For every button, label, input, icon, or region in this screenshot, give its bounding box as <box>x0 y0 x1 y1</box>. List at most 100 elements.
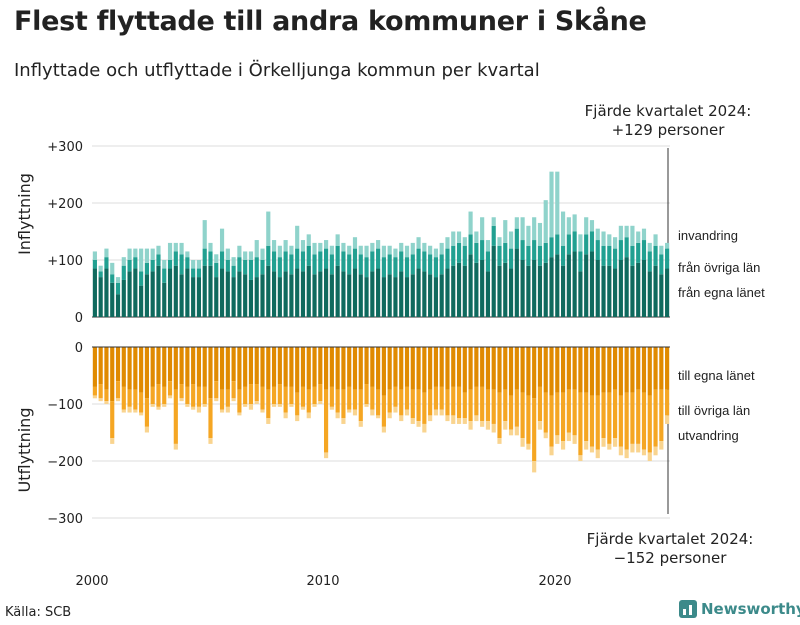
bar-out-s0-q26 <box>243 347 248 387</box>
bar-in-s2-q46 <box>358 245 363 255</box>
bar-out-s2-q90 <box>613 438 618 447</box>
bar-in-s0-q59 <box>433 277 438 317</box>
bar-out-s2-q37 <box>306 412 311 419</box>
bar-out-s1-q11 <box>156 384 161 407</box>
bar-in-s1-q31 <box>271 251 277 272</box>
bar-in-s1-q33 <box>283 251 288 272</box>
bar-out-s1-q53 <box>399 389 404 416</box>
bar-out-s2-q26 <box>243 404 248 407</box>
ytick-out-0: 0 <box>75 341 83 356</box>
bar-out-s0-q42 <box>335 347 340 390</box>
bar-in-s2-q97 <box>653 234 658 246</box>
bar-out-s1-q29 <box>260 386 265 410</box>
bar-out-s0-q52 <box>393 347 398 387</box>
bar-in-s0-q38 <box>312 274 317 317</box>
bar-out-s2-q84 <box>578 455 583 461</box>
bar-out-s0-q7 <box>133 347 138 390</box>
bar-out-s1-q90 <box>613 389 618 439</box>
bar-in-s2-q15 <box>179 242 184 255</box>
bar-out-s2-q49 <box>376 415 381 419</box>
bar-in-s0-q74 <box>520 260 525 317</box>
bar-out-s2-q6 <box>127 406 132 413</box>
bar-in-s0-q25 <box>237 271 242 317</box>
bar-in-s0-q31 <box>271 271 277 317</box>
bar-in-s0-q92 <box>624 257 629 317</box>
bar-in-s0-q90 <box>613 268 618 317</box>
bar-out-s2-q42 <box>335 412 340 419</box>
bar-out-s0-q0 <box>92 347 97 387</box>
bar-out-s2-q51 <box>387 412 392 419</box>
bar-out-s0-q58 <box>428 347 433 390</box>
bar-out-s0-q79 <box>549 347 554 396</box>
ytick-in-300: +300 <box>47 140 83 155</box>
bar-in-s1-q32 <box>277 257 282 278</box>
bar-out-s2-q54 <box>404 409 410 416</box>
bar-in-s1-q20 <box>208 251 213 266</box>
bar-out-s2-q76 <box>532 461 537 473</box>
bar-in-s0-q26 <box>243 274 248 317</box>
bar-out-s2-q41 <box>329 406 334 410</box>
bar-in-s1-q35 <box>295 248 300 269</box>
bar-out-s2-q34 <box>289 404 294 407</box>
bar-out-s1-q20 <box>208 398 213 439</box>
bar-out-s2-q33 <box>283 412 288 419</box>
bar-in-s2-q51 <box>387 245 392 255</box>
bar-in-s1-q68 <box>485 251 491 272</box>
xtick-2010: 2010 <box>306 574 339 589</box>
bar-in-s1-q77 <box>537 245 543 266</box>
bar-in-s0-q40 <box>324 268 329 317</box>
ytick-out-200: −200 <box>47 455 83 470</box>
bar-in-s1-q90 <box>613 248 618 269</box>
bar-out-s1-q82 <box>566 389 571 433</box>
bar-in-s1-q64 <box>462 245 467 266</box>
bar-in-s1-q48 <box>370 251 375 272</box>
bar-out-s2-q71 <box>503 421 508 430</box>
bar-out-s1-q31 <box>271 386 277 404</box>
bar-out-s2-q83 <box>572 435 577 444</box>
bar-out-s2-q47 <box>364 404 369 407</box>
bar-out-s2-q65 <box>468 421 473 430</box>
bar-in-s0-q57 <box>422 271 427 317</box>
bar-in-s1-q58 <box>428 254 433 275</box>
bar-in-s2-q45 <box>352 237 358 249</box>
bar-out-s2-q30 <box>266 418 271 424</box>
bar-in-s0-q91 <box>618 260 623 317</box>
bar-in-s2-q16 <box>185 251 190 258</box>
bar-in-s0-q51 <box>387 274 392 317</box>
bar-in-s0-q20 <box>208 265 213 317</box>
bar-in-s2-q20 <box>208 242 213 252</box>
bar-out-s0-q23 <box>225 347 230 390</box>
bar-in-s1-q0 <box>92 260 97 269</box>
bar-out-s1-q67 <box>480 386 485 422</box>
bar-out-s2-q58 <box>428 415 433 422</box>
bar-out-s0-q8 <box>139 347 144 393</box>
bar-in-s2-q28 <box>254 240 259 258</box>
xtick-2000: 2000 <box>75 574 108 589</box>
bar-in-s1-q79 <box>549 237 554 258</box>
bar-in-s2-q11 <box>156 245 161 255</box>
bar-out-s1-q54 <box>404 386 410 410</box>
bar-in-s1-q93 <box>630 245 635 266</box>
bar-in-s1-q80 <box>555 234 560 255</box>
bar-out-s1-q15 <box>179 384 184 399</box>
bar-out-s0-q96 <box>647 347 652 396</box>
bar-out-s2-q68 <box>485 421 491 430</box>
bar-in-s1-q23 <box>225 260 230 272</box>
bar-in-s1-q75 <box>526 245 531 266</box>
bar-out-s1-q60 <box>439 386 444 410</box>
bar-out-s1-q12 <box>162 386 167 404</box>
bar-out-s2-q16 <box>185 404 190 407</box>
bar-out-s2-q82 <box>566 432 571 442</box>
bar-out-s1-q74 <box>520 392 525 439</box>
bar-out-s0-q2 <box>104 347 109 390</box>
bar-out-s0-q70 <box>497 347 502 393</box>
bar-in-s2-q67 <box>480 217 485 241</box>
bar-in-s0-q4 <box>115 294 121 317</box>
bar-in-s1-q2 <box>104 257 109 269</box>
bar-in-s0-q84 <box>578 271 583 317</box>
bar-in-s0-q37 <box>306 265 311 317</box>
bar-in-s1-q28 <box>254 257 259 278</box>
series-label-till-ovriga-lan: till övriga län <box>678 403 750 418</box>
bar-in-s2-q53 <box>399 242 404 252</box>
bar-in-s1-q50 <box>381 257 386 278</box>
